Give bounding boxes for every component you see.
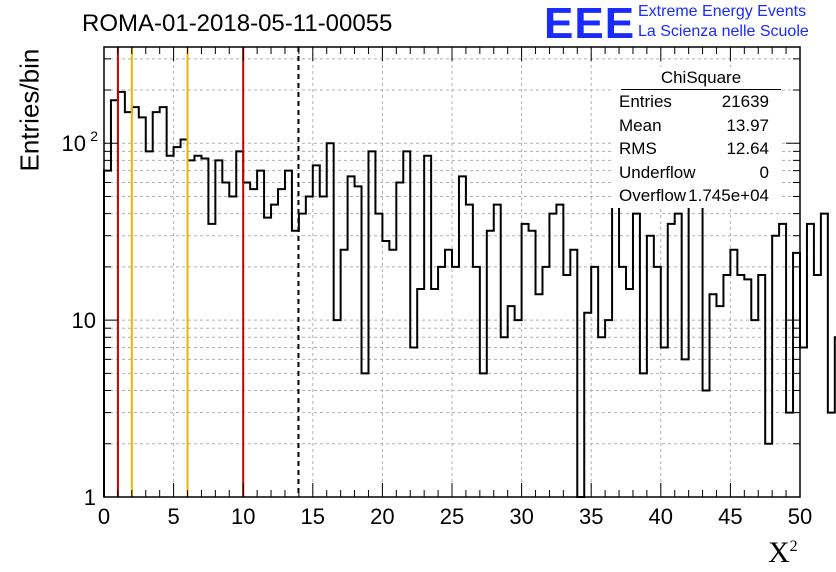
x-tick-label: 15: [301, 504, 325, 529]
stats-row: Underflow 0: [619, 162, 769, 182]
reference-lines: [116, 47, 300, 497]
x-tick-label: 5: [167, 504, 179, 529]
logo-line-1: Extreme Energy Events: [638, 3, 807, 20]
x-tick-label: 30: [509, 504, 533, 529]
y-tick-exponent: 2: [90, 128, 98, 144]
y-tick-label: 10: [72, 308, 96, 333]
x-tick-label: 50: [788, 504, 812, 529]
stats-row: Entries 21639: [619, 92, 769, 111]
stats-row: RMS 12.64: [619, 139, 769, 158]
y-tick-label: 10: [62, 131, 86, 156]
stats-row: Overflow 1.745e+04: [619, 186, 769, 205]
eee-logo: EEE: [544, 0, 636, 48]
axis-ticks: [103, 47, 801, 498]
stats-row: Mean 13.97: [619, 115, 769, 135]
stats-box: ChiSquare Entries 21639 Mean 13.97 RMS 12.6…: [611, 67, 781, 208]
logo-line-2: La Scienza nelle Scuole: [638, 23, 809, 40]
y-tick-label: 1: [84, 485, 96, 510]
histogram-series: [103, 90, 836, 498]
y-axis-label: Entries/bin: [14, 48, 45, 172]
x-axis-label: X2: [768, 536, 798, 569]
x-tick-label: 25: [440, 504, 464, 529]
stats-title: ChiSquare: [660, 68, 742, 87]
x-tick-label: 20: [370, 504, 394, 529]
x-tick-label: 10: [231, 504, 255, 529]
x-tick-label: 40: [649, 504, 673, 529]
histogram-line: [103, 90, 836, 498]
stats-divider: [621, 89, 781, 90]
x-tick-label: 45: [718, 504, 742, 529]
x-tick-label: 35: [579, 504, 603, 529]
chart-title: ROMA-01-2018-05-11-00055: [82, 10, 393, 37]
x-tick-label: 0: [98, 504, 110, 529]
